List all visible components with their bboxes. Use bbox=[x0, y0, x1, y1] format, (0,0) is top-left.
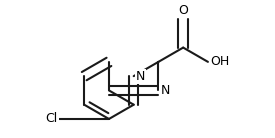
Text: OH: OH bbox=[210, 55, 229, 68]
Text: Cl: Cl bbox=[45, 112, 57, 125]
Text: O: O bbox=[178, 4, 188, 17]
Text: N: N bbox=[160, 84, 170, 97]
Text: N: N bbox=[136, 70, 145, 83]
